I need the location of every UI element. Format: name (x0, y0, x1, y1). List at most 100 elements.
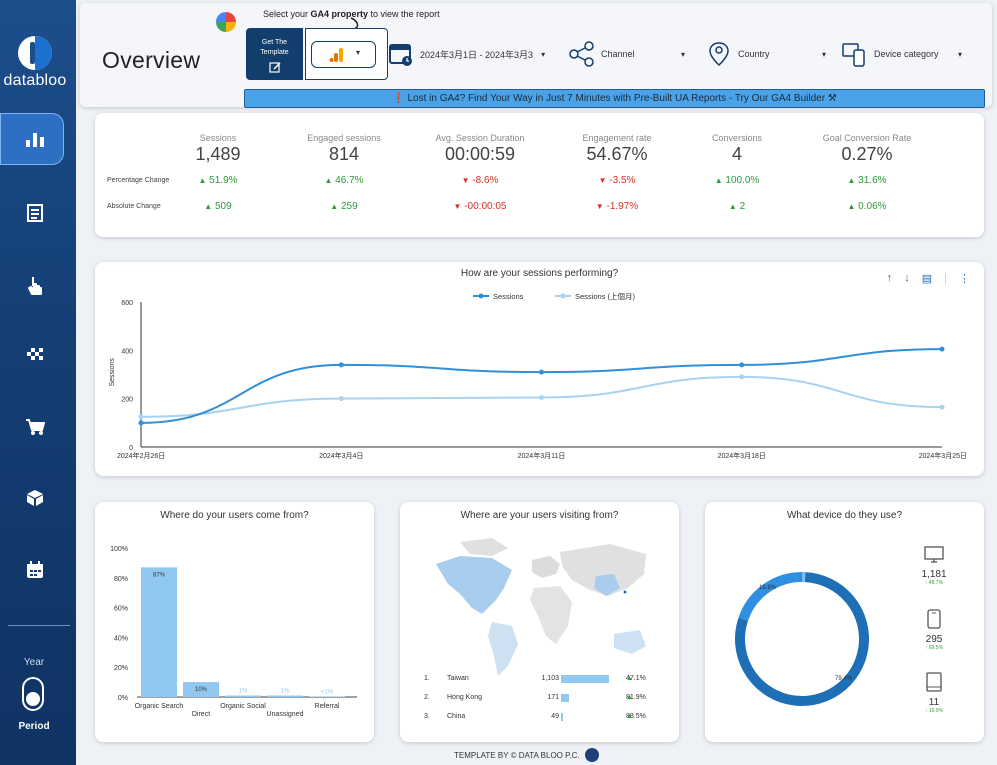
kpi-2: Avg. Session Duration 00:00:59 (420, 133, 540, 165)
y-axis-label: Sessions (109, 358, 116, 387)
kpi-percent-change: ▲ 46.7% (324, 175, 364, 186)
legend-item: Sessions (473, 292, 524, 301)
get-template-button[interactable]: Get The Template (246, 28, 303, 80)
databloo-mini-logo (584, 748, 599, 762)
x-tick-label: Organic Social (220, 703, 266, 710)
x-tick-label: Direct (192, 711, 210, 718)
kpi-percent-change: ▲ 51.9% (198, 175, 238, 186)
data-point (739, 374, 745, 380)
bar (141, 567, 177, 697)
data-point (338, 362, 344, 368)
bar-chart-icon[interactable] (18, 122, 52, 156)
kpi-label: Sessions (199, 133, 237, 143)
data-label: 1% (239, 689, 248, 695)
kpi-absolute-change: ▼ -1.97% (595, 201, 639, 212)
kpi-0: Sessions 1,489 (158, 133, 278, 165)
checkered-flag-icon[interactable] (18, 338, 52, 372)
page-title: Overview (102, 47, 201, 73)
property-hint: Select your GA4 property to view the rep… (263, 9, 440, 19)
date-range-picker[interactable]: 2024年3月1日 - 2024年3月3 ▾ (388, 41, 545, 67)
kpi-absolute-change: ▲ 2 (728, 201, 746, 212)
export-icon[interactable]: ▤ (921, 273, 933, 285)
document-icon[interactable] (18, 196, 52, 230)
svg-text:Sessions: Sessions (493, 292, 524, 301)
geo-country: Hong Kong (447, 694, 483, 701)
sidebar-active-highlight (0, 113, 64, 165)
svg-text:Sessions (上個月): Sessions (上個月) (575, 291, 636, 301)
x-tick-label: Organic Search (135, 703, 184, 710)
kpi-value: 00:00:59 (444, 144, 516, 164)
ga4-property-selector[interactable]: ▾ (305, 28, 388, 80)
year-label: Year (23, 657, 45, 668)
channel-filter[interactable]: Channel ▾ (569, 41, 685, 67)
absolute-change-label: Absolute Change (107, 203, 161, 210)
geo-country: China (447, 713, 466, 720)
device-filter[interactable]: Device category ▾ (842, 41, 962, 67)
geo-table-row[interactable]: 2. Hong Kong 171 81.9% ▲ (424, 694, 646, 702)
x-tick-label: 2024年3月11日 (518, 451, 566, 460)
slice-label: 19.8% (759, 585, 777, 591)
device-stat: 295 ↑ 69.5% (914, 609, 954, 651)
world-map (436, 538, 646, 676)
y-tick-label: 60% (114, 606, 128, 613)
kpi-value: 0.27% (841, 144, 893, 164)
sessions-line-chart: 0 200 400 600 2024年2月26日 2024年3月4日 2024年3月11日 2… (109, 291, 967, 460)
year-period-toggle[interactable] (22, 677, 44, 711)
data-point (539, 369, 544, 375)
devices-icon (842, 43, 865, 67)
device-change: ↑ 69.5% (924, 645, 944, 651)
calendar-icon[interactable] (18, 553, 52, 587)
location-pin-icon (709, 42, 729, 67)
geo-table-row[interactable]: 1. Taiwan 1,103 47.1% ▲ (424, 675, 646, 683)
geo-users: 171 (547, 694, 559, 701)
donut-slice (738, 572, 803, 621)
device-value: 295 (925, 634, 943, 645)
brand-name: databloo (3, 72, 67, 89)
sort-ascending-icon[interactable]: ↑ (886, 272, 893, 284)
shopping-cart-icon[interactable] (18, 410, 52, 444)
kpi-percent-change: ▲ 31.6% (847, 175, 887, 186)
y-tick-label: 100% (110, 546, 128, 553)
geo-table-row[interactable]: 3. China 49 88.5% ▲ (424, 713, 646, 721)
geo-rank: 3. (424, 713, 430, 720)
x-tick-label: 2024年3月4日 (319, 451, 363, 460)
more-options-icon[interactable]: ⋮ (959, 273, 970, 285)
kpi-label: Engaged sessions (307, 133, 381, 143)
device-stat: 11 ↑ 10.0% (914, 672, 954, 714)
box-icon[interactable] (18, 481, 52, 515)
hand-pointer-icon[interactable] (18, 268, 52, 302)
kpi-percent-change: ▼ -3.5% (598, 175, 636, 186)
kpi-label: Conversions (711, 133, 763, 143)
legend-item: Sessions (上個月) (555, 291, 636, 301)
date-range-value: 2024年3月1日 - 2024年3月3 (420, 49, 534, 60)
donut-slice (735, 572, 869, 706)
kpi-label: Goal Conversion Rate (822, 133, 912, 143)
footer-text: TEMPLATE BY © DATA BLOO P.C. (454, 750, 580, 760)
kpi-percent-change: ▲ 100.0% (714, 175, 760, 186)
kpi-percent-change: ▼ -8.6% (461, 175, 499, 186)
kpi-absolute-change: ▲ 509 (204, 201, 232, 212)
kpi-absolute-change: ▼ -00:00:05 (453, 201, 507, 212)
sort-descending-icon[interactable]: ↓ (904, 272, 910, 284)
country-filter[interactable]: Country ▾ (708, 41, 826, 67)
chart-toolbar: ↑ ↓ ▤ | ⋮ (886, 272, 970, 285)
data-point (338, 396, 344, 402)
kpi-scorecards: Percentage Change Absolute Change Sessio… (95, 113, 984, 237)
y-tick-label: 400 (121, 348, 133, 355)
x-tick-label: Unassigned (267, 711, 304, 718)
y-tick-label: 0% (118, 695, 128, 702)
data-point (939, 404, 945, 410)
chevron-down-icon: ▾ (681, 49, 686, 59)
y-tick-label: 0 (129, 445, 133, 452)
chart-title: Where do your users come from? (160, 510, 309, 521)
percentage-change-label: Percentage Change (107, 177, 170, 184)
traffic-source-bar-chart: 0% 20% 40% 60% 80% 100% 87% Organic Search 10% Di… (110, 546, 357, 718)
kpi-3: Engagement rate 54.67% (557, 133, 677, 165)
geo-users: 1,103 (541, 675, 559, 682)
period-label: Period (18, 721, 50, 732)
ga4-builder-banner[interactable]: ❗ Lost in GA4? Find Your Way in Just 7 M… (244, 89, 985, 108)
kpi-label: Avg. Session Duration (435, 133, 525, 143)
databloo-logo[interactable] (18, 36, 52, 70)
geo-rank: 2. (424, 694, 430, 701)
chart-title: How are your sessions performing? (460, 268, 619, 279)
